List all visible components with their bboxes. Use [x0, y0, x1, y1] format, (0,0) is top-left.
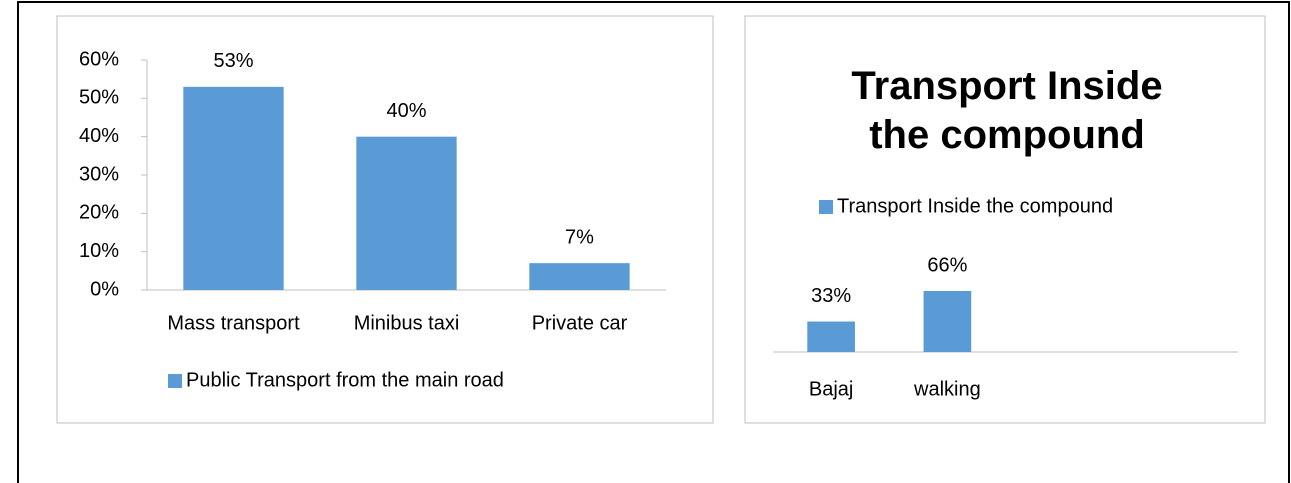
data-label: 53% — [213, 50, 253, 72]
chart-title: Transport Inside the compound — [851, 64, 1162, 157]
chart-box — [744, 15, 1266, 424]
bar — [807, 321, 855, 352]
x-tick-label: walking — [913, 378, 981, 400]
y-tick-label: 30% — [79, 163, 119, 185]
data-label: 40% — [386, 100, 426, 122]
bar — [529, 263, 630, 290]
bar — [356, 136, 457, 290]
legend-swatch — [819, 200, 833, 214]
y-tick-label: 10% — [79, 240, 119, 262]
frame — [17, 1, 1290, 483]
x-tick-label: Minibus taxi — [354, 312, 460, 334]
y-tick-label: 60% — [79, 48, 119, 70]
legend-swatch — [168, 374, 182, 388]
legend-label: Public Transport from the main road — [186, 369, 504, 391]
y-tick-label: 20% — [79, 202, 119, 224]
bar — [923, 291, 972, 352]
legend-label: Transport Inside the compound — [837, 195, 1113, 217]
y-tick-label: 0% — [90, 278, 119, 300]
x-tick-label: Mass transport — [167, 312, 300, 334]
x-tick-label: Private car — [532, 312, 628, 334]
data-label: 66% — [927, 254, 967, 276]
y-tick-label: 50% — [79, 87, 119, 109]
bar — [183, 86, 284, 290]
data-label: 33% — [811, 285, 851, 307]
data-label: 7% — [565, 226, 594, 248]
x-tick-label: Bajaj — [809, 378, 853, 400]
y-tick-label: 40% — [79, 125, 119, 147]
